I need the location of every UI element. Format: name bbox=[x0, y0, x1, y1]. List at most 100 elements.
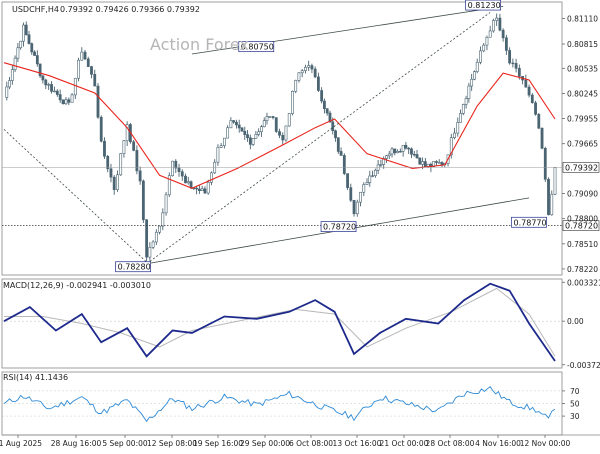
candle-body bbox=[248, 137, 252, 145]
candle-body bbox=[534, 102, 537, 115]
candle-body bbox=[19, 40, 23, 49]
candle-body bbox=[119, 153, 123, 176]
y-tick-label: 0.80535 bbox=[567, 64, 598, 73]
candle-body bbox=[297, 72, 301, 81]
candle-body bbox=[189, 181, 193, 189]
x-tick-label: 6 Oct 08:00 bbox=[289, 439, 333, 448]
candle-body bbox=[47, 84, 51, 86]
x-tick-label: 29 Sep 00:00 bbox=[240, 439, 290, 448]
candle-body bbox=[371, 175, 374, 177]
candle-body bbox=[112, 176, 116, 190]
candle-body bbox=[508, 50, 512, 64]
candle-body bbox=[459, 113, 462, 123]
candle-body bbox=[300, 70, 304, 74]
x-tick-label: 5 Sep 00:00 bbox=[102, 439, 148, 448]
x-tick-label: 12 Sep 08:00 bbox=[147, 439, 197, 448]
candle-body bbox=[197, 188, 201, 191]
swing-label: 0.78770 bbox=[514, 218, 547, 227]
candle-body bbox=[206, 182, 210, 194]
candle-body bbox=[359, 191, 362, 203]
x-tick-label: 13 Oct 16:00 bbox=[333, 439, 382, 448]
candle-body bbox=[543, 147, 547, 180]
candle-body bbox=[80, 51, 84, 61]
candle-body bbox=[291, 91, 294, 114]
candle-body bbox=[109, 168, 113, 178]
candle-body bbox=[13, 57, 17, 70]
candle-body bbox=[61, 99, 65, 105]
candle-body bbox=[461, 104, 465, 114]
candle-body bbox=[195, 187, 199, 190]
candle-body bbox=[435, 161, 438, 163]
candle-body bbox=[70, 94, 74, 103]
candle-body bbox=[260, 126, 263, 133]
candle-body bbox=[257, 131, 261, 135]
candle-body bbox=[50, 84, 53, 92]
candle-body bbox=[55, 90, 59, 95]
x-tick-label: 19 Sep 16:00 bbox=[193, 439, 243, 448]
candle-body bbox=[83, 51, 87, 60]
candle-body bbox=[511, 62, 515, 65]
candle-body bbox=[346, 173, 349, 188]
candle-body bbox=[58, 94, 62, 101]
candle-body bbox=[432, 161, 436, 167]
candle-body bbox=[229, 120, 233, 129]
candle-body bbox=[514, 63, 518, 69]
candle-body bbox=[251, 138, 255, 145]
rsi-label: RSI(14) 41.1436 bbox=[3, 373, 68, 382]
macd-panel-frame bbox=[1, 278, 563, 369]
candle-body bbox=[186, 181, 190, 184]
candle-body bbox=[27, 34, 31, 44]
candle-body bbox=[184, 175, 187, 184]
candle-body bbox=[362, 184, 366, 193]
candle-body bbox=[368, 175, 372, 183]
candle-body bbox=[387, 153, 391, 157]
candle-body bbox=[237, 124, 241, 129]
candle-body bbox=[106, 155, 110, 170]
rsi-tick-label: 30 bbox=[570, 412, 580, 421]
candle-body bbox=[310, 65, 314, 70]
candle-body bbox=[379, 164, 383, 166]
candle-body bbox=[401, 144, 405, 152]
candle-body bbox=[349, 187, 353, 201]
candle-body bbox=[16, 47, 20, 59]
swing-label-box bbox=[320, 221, 357, 232]
candle-body bbox=[530, 94, 534, 104]
candle-body bbox=[226, 127, 230, 139]
candle-body bbox=[307, 65, 311, 68]
candle-body bbox=[240, 127, 244, 132]
candle-body bbox=[410, 148, 413, 155]
candle-body bbox=[171, 160, 174, 177]
candle-body bbox=[504, 37, 508, 51]
current-price-box bbox=[562, 162, 600, 173]
swing-label: 0.78720 bbox=[323, 223, 356, 232]
candle-body bbox=[116, 174, 119, 190]
macd-tick-label: -0.003723 bbox=[567, 361, 600, 370]
rsi-tick-label: 50 bbox=[570, 400, 580, 409]
price-panel-frame bbox=[1, 1, 563, 276]
y-tick-label: 0.78800 bbox=[567, 215, 598, 224]
candle-body bbox=[404, 144, 408, 149]
candle-body bbox=[141, 180, 145, 221]
swing-label-box bbox=[465, 0, 502, 11]
candle-body bbox=[274, 117, 278, 132]
candle-body bbox=[440, 162, 444, 166]
rsi-line bbox=[3, 386, 556, 423]
candle-body bbox=[495, 17, 499, 21]
candle-body bbox=[177, 167, 181, 172]
swing-label-box bbox=[238, 41, 275, 53]
candle-body bbox=[334, 130, 337, 139]
candle-body bbox=[453, 132, 456, 138]
candle-body bbox=[33, 51, 36, 56]
macd-line bbox=[3, 282, 556, 362]
candle-body bbox=[537, 114, 541, 129]
candle-body bbox=[412, 153, 416, 156]
candle-body bbox=[99, 116, 103, 142]
current-price-label: 0.79392 bbox=[565, 163, 598, 172]
candle-body bbox=[138, 170, 142, 182]
candle-body bbox=[352, 199, 356, 215]
candle-body bbox=[316, 76, 320, 91]
candle-body bbox=[210, 172, 213, 183]
watermark: Action Forex bbox=[150, 35, 249, 54]
candle-body bbox=[475, 62, 479, 72]
